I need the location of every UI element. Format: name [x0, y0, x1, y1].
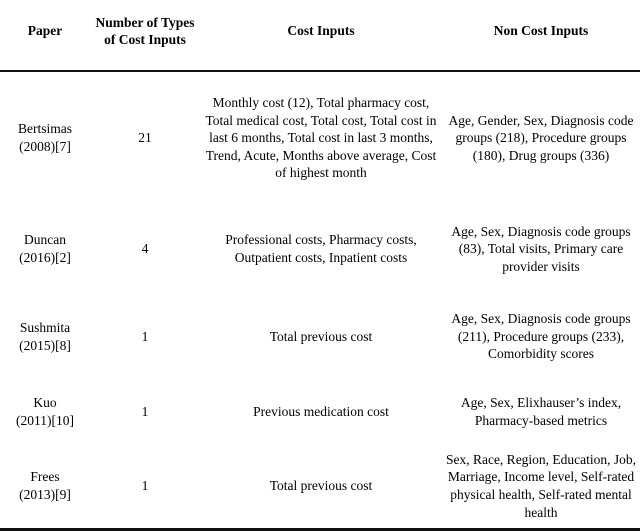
column-header-num-cost-types: Number of Types of Cost Inputs	[90, 0, 200, 72]
table-body: Bertsimas (2008)[7] 21 Monthly cost (12)…	[0, 71, 640, 530]
table-header: Paper Number of Types of Cost Inputs Cos…	[0, 0, 640, 72]
cell-num-cost-types: 4	[141, 241, 149, 257]
table-row: Sushmita (2015)[8] 1 Total previous cost…	[0, 294, 640, 379]
cell-cost-inputs: Total previous cost	[269, 478, 373, 494]
cell-non-cost-inputs: Age, Gender, Sex, Diagnosis code groups …	[448, 112, 634, 163]
paper-name: Sushmita	[19, 319, 71, 335]
cell-non-cost-inputs: Sex, Race, Region, Education, Job, Marri…	[445, 451, 637, 520]
paper-ref: (2016)[2]	[19, 250, 71, 265]
cell-num-cost-types: 21	[138, 130, 152, 146]
paper-ref: (2011)[10]	[16, 412, 74, 428]
paper-ref: (2008)[7]	[19, 139, 71, 154]
cell-cost-inputs: Professional costs, Pharmacy costs, Outp…	[225, 232, 417, 265]
column-header-non-cost-inputs: Non Cost Inputs	[442, 0, 640, 72]
cell-cost-inputs: Total previous cost	[269, 328, 373, 344]
cell-non-cost-inputs: Age, Sex, Diagnosis code groups (83), To…	[451, 223, 631, 274]
cell-paper: Duncan (2016)[2]	[0, 204, 90, 294]
cell-paper: Kuo (2011)[10]	[0, 379, 90, 444]
paper-ref: (2015)[8]	[19, 337, 71, 353]
table-row: Frees (2013)[9] 1 Total previous cost Se…	[0, 444, 640, 530]
cell-cost-inputs: Monthly cost (12), Total pharmacy cost, …	[205, 95, 437, 181]
cell-paper: Sushmita (2015)[8]	[0, 294, 90, 379]
cell-num-cost-types: 1	[141, 478, 149, 494]
table-row: Kuo (2011)[10] 1 Previous medication cos…	[0, 379, 640, 444]
paper-name: Kuo	[33, 394, 57, 410]
cell-num-cost-types: 1	[141, 328, 149, 344]
paper-ref: (2013)[9]	[19, 487, 71, 502]
cell-non-cost-inputs: Age, Sex, Elixhauser’s index, Pharmacy-b…	[460, 394, 622, 428]
paper-name: Duncan	[24, 232, 66, 248]
table-row: Bertsimas (2008)[7] 21 Monthly cost (12)…	[0, 71, 640, 204]
paper-name: Bertsimas	[18, 121, 72, 137]
cell-paper: Bertsimas (2008)[7]	[0, 71, 90, 204]
cell-num-cost-types: 1	[141, 403, 149, 419]
cell-paper: Frees (2013)[9]	[0, 444, 90, 530]
header-row: Paper Number of Types of Cost Inputs Cos…	[0, 0, 640, 72]
paper-name: Frees	[30, 469, 60, 485]
table-row: Duncan (2016)[2] 4 Professional costs, P…	[0, 204, 640, 294]
cell-non-cost-inputs: Age, Sex, Diagnosis code groups (211), P…	[451, 311, 631, 362]
column-header-cost-inputs: Cost Inputs	[200, 0, 442, 72]
column-header-paper: Paper	[0, 0, 90, 72]
cell-cost-inputs: Previous medication cost	[253, 403, 389, 419]
